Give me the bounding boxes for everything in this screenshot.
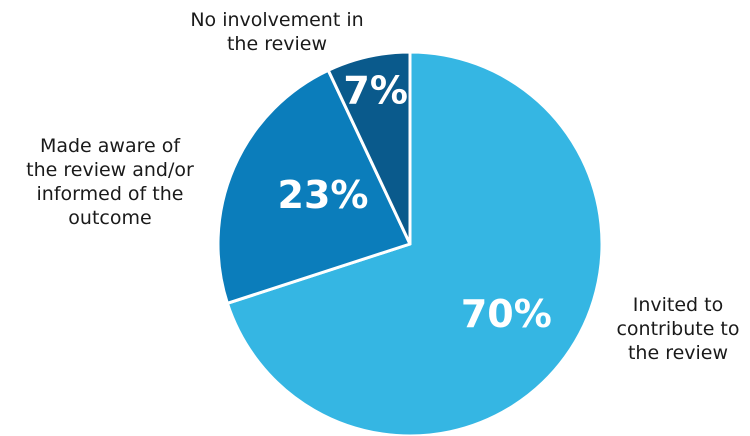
- category-label-line: No involvement in: [190, 9, 363, 31]
- category-label-invited-to-contribute: Invited to contribute to the review: [616, 294, 739, 364]
- category-label-made-aware-informed: Made aware of the review and/or informed o…: [26, 135, 194, 229]
- pie-slice-made-aware-informed: [216, 68, 412, 305]
- percentage-labels: 70% 23% 7%: [278, 68, 552, 336]
- pie-slice-invited-to-contribute: [225, 50, 604, 436]
- category-label-line: the review and/or: [26, 159, 194, 181]
- category-label-line: the review: [227, 33, 327, 55]
- pct-label-made-aware-informed: 23%: [278, 173, 369, 217]
- category-label-line: Invited to: [633, 294, 723, 316]
- pct-label-no-involvement: 7%: [343, 68, 408, 112]
- pct-label-invited-to-contribute: 70%: [461, 292, 552, 336]
- category-label-line: Made aware of: [40, 135, 181, 157]
- pie-slices: [216, 50, 604, 436]
- category-label-line: contribute to: [616, 318, 739, 340]
- category-label-line: outcome: [68, 207, 151, 229]
- category-label-no-involvement: No involvement in the review: [190, 9, 363, 55]
- category-label-line: informed of the: [37, 183, 184, 205]
- pie-slice-no-involvement: [326, 50, 412, 246]
- category-label-line: the review: [628, 342, 728, 364]
